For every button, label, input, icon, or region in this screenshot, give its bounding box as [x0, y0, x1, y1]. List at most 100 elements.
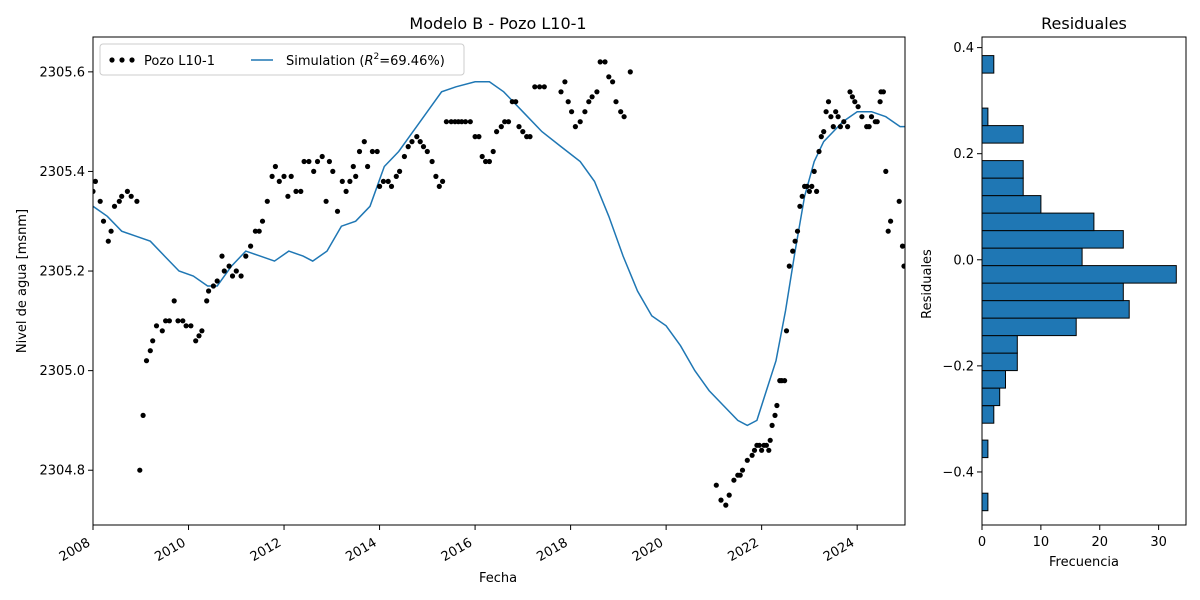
- observed-point: [627, 69, 633, 75]
- main-y-axis: 2304.8 2305.0 2305.2 2305.4 2305.6: [40, 65, 93, 479]
- histogram-bar: [981, 160, 1024, 179]
- observed-point: [281, 173, 287, 179]
- observed-point: [586, 99, 592, 105]
- observed-point: [417, 139, 423, 145]
- histogram-bar: [981, 335, 1018, 354]
- observed-point: [774, 402, 780, 409]
- observed-point: [763, 442, 770, 448]
- y-tick-label: 2304.8: [40, 464, 86, 479]
- observed-point: [409, 139, 415, 145]
- observed-point: [718, 497, 724, 503]
- observed-point: [448, 119, 454, 125]
- observed-point: [140, 412, 146, 418]
- observed-point: [818, 134, 824, 140]
- observed-point: [790, 248, 796, 254]
- observed-point: [405, 144, 411, 150]
- observed-point: [868, 114, 875, 120]
- observed-point: [385, 178, 391, 184]
- observed-point: [264, 198, 270, 204]
- observed-point: [116, 198, 122, 204]
- observed-point: [326, 158, 332, 165]
- observed-point: [388, 183, 395, 189]
- observed-point: [221, 268, 227, 274]
- observed-point: [350, 163, 356, 170]
- observed-point: [901, 263, 905, 269]
- observed-point: [572, 124, 579, 130]
- histogram-x-tick-label: 10: [1033, 535, 1050, 550]
- histogram-bar: [981, 230, 1124, 249]
- observed-point: [847, 89, 853, 95]
- histogram-bar: [981, 265, 1177, 284]
- observed-point: [323, 198, 329, 204]
- histogram-bars: [981, 55, 1177, 512]
- observed-point: [462, 119, 469, 125]
- histogram-x-tick-label: 0: [978, 535, 986, 550]
- observed-point: [397, 168, 403, 174]
- observed-point: [613, 99, 619, 105]
- observed-point: [618, 109, 624, 115]
- histogram-y-tick-label: 0.0: [953, 253, 974, 268]
- observed-point: [606, 74, 612, 80]
- main-y-axis-label: Nivel de agua [msnm]: [15, 209, 30, 353]
- histogram-bar: [981, 177, 1024, 197]
- observed-point: [199, 328, 205, 334]
- observed-point: [93, 178, 98, 184]
- observed-point: [97, 198, 103, 204]
- observed-point: [137, 467, 143, 473]
- observed-point: [880, 89, 887, 95]
- observed-point: [124, 188, 130, 194]
- observed-point: [147, 348, 153, 354]
- observed-point: [726, 492, 732, 498]
- observed-point: [744, 457, 750, 463]
- observed-point: [505, 119, 512, 125]
- histogram-title: Residuales: [1041, 14, 1127, 33]
- observed-point: [252, 228, 258, 234]
- observed-point: [93, 188, 96, 194]
- histogram-bar: [981, 370, 1006, 389]
- observed-point: [835, 114, 841, 120]
- observed-point: [401, 153, 407, 160]
- observed-point: [180, 318, 186, 324]
- observed-point: [243, 253, 249, 259]
- observed-point: [175, 318, 181, 324]
- histogram-bar: [981, 107, 989, 127]
- observed-point: [256, 228, 262, 234]
- observed-point: [334, 208, 341, 214]
- observed-point: [786, 263, 792, 269]
- observed-point: [467, 119, 473, 125]
- observed-point: [766, 447, 772, 453]
- observed-point: [602, 59, 608, 65]
- observed-point: [288, 173, 294, 179]
- observed-point: [731, 477, 737, 483]
- observed-point: [811, 168, 817, 174]
- observed-point: [792, 238, 798, 244]
- observed-point: [896, 198, 902, 204]
- observed-point: [476, 134, 482, 140]
- observed-point: [713, 482, 719, 488]
- observed-point: [845, 124, 851, 130]
- histogram-y-tick-label: 0.2: [953, 147, 974, 162]
- observed-point: [594, 89, 600, 95]
- observed-point: [520, 129, 526, 135]
- observed-point: [797, 203, 803, 209]
- observed-point: [380, 178, 386, 184]
- observed-point: [532, 84, 538, 90]
- observed-point: [597, 59, 603, 65]
- observed-point: [259, 218, 266, 224]
- histogram-y-axis: −0.4 −0.2 0.0 0.2 0.4: [942, 41, 982, 480]
- histogram-bar: [981, 125, 1024, 144]
- legend-frame: [99, 43, 465, 76]
- observed-point: [483, 158, 489, 165]
- observed-point: [229, 273, 236, 279]
- observed-point: [582, 109, 588, 115]
- histogram-bar: [981, 282, 1124, 302]
- observed-point: [739, 467, 746, 473]
- observed-point: [502, 119, 508, 125]
- histogram-bar: [981, 439, 989, 459]
- observed-point: [830, 124, 836, 130]
- observed-point: [899, 243, 905, 249]
- observed-point: [883, 168, 889, 174]
- observed-point: [558, 89, 564, 95]
- observed-point: [440, 178, 446, 184]
